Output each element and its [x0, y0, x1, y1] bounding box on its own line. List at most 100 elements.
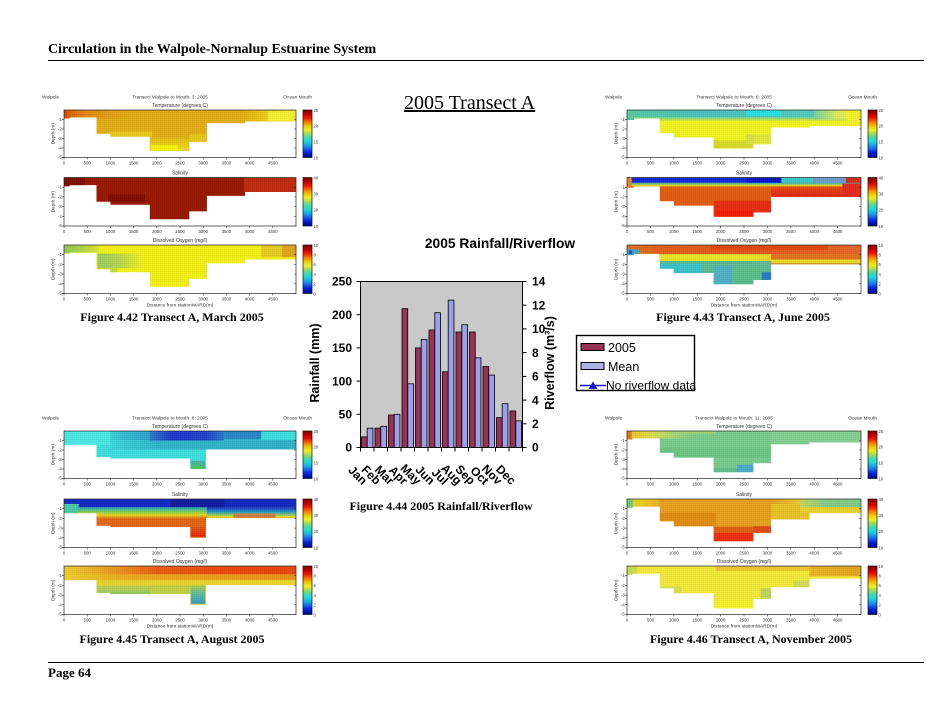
svg-text:1500: 1500	[692, 551, 702, 556]
svg-text:10: 10	[879, 545, 884, 550]
svg-text:-2: -2	[621, 194, 625, 199]
svg-text:10: 10	[314, 224, 319, 229]
svg-text:0: 0	[626, 229, 629, 234]
svg-text:-4: -4	[621, 214, 625, 219]
svg-text:-1: -1	[621, 573, 625, 578]
svg-text:500: 500	[647, 551, 655, 556]
svg-text:-1: -1	[58, 438, 62, 443]
svg-text:20: 20	[314, 529, 319, 534]
svg-text:3000: 3000	[763, 161, 773, 166]
svg-text:-1: -1	[621, 117, 625, 122]
svg-text:1000: 1000	[669, 618, 679, 623]
svg-text:1000: 1000	[669, 551, 679, 556]
svg-text:2000: 2000	[716, 229, 726, 234]
svg-text:30: 30	[879, 513, 884, 518]
svg-text:4500: 4500	[833, 551, 843, 556]
svg-text:Dissolved Oxygen (mg/l): Dissolved Oxygen (mg/l)	[153, 238, 208, 244]
svg-text:Depth (m): Depth (m)	[51, 579, 57, 601]
svg-text:-3: -3	[58, 526, 62, 531]
svg-text:Walpole: Walpole	[605, 416, 622, 422]
svg-text:4: 4	[879, 272, 882, 277]
svg-text:4500: 4500	[268, 161, 278, 166]
svg-text:10: 10	[879, 155, 884, 160]
svg-text:-3: -3	[58, 593, 62, 598]
svg-text:4000: 4000	[809, 297, 819, 302]
svg-text:-5: -5	[58, 291, 62, 296]
svg-text:0: 0	[345, 441, 352, 455]
svg-text:0: 0	[63, 551, 66, 556]
svg-text:-1: -1	[621, 185, 625, 190]
svg-text:1500: 1500	[692, 482, 702, 487]
svg-text:Depth (m): Depth (m)	[614, 258, 620, 280]
svg-text:-4: -4	[58, 281, 62, 286]
svg-text:2000: 2000	[716, 551, 726, 556]
svg-text:3500: 3500	[222, 297, 232, 302]
svg-text:1500: 1500	[129, 161, 139, 166]
svg-text:-1: -1	[58, 506, 62, 511]
svg-text:4500: 4500	[833, 618, 843, 623]
svg-text:-2: -2	[58, 516, 62, 521]
svg-text:4: 4	[879, 593, 882, 598]
svg-text:0: 0	[879, 612, 882, 617]
svg-text:Distance from stationWARD(m): Distance from stationWARD(m)	[711, 624, 778, 630]
svg-text:3500: 3500	[786, 297, 796, 302]
svg-text:4500: 4500	[833, 161, 843, 166]
svg-text:Temperature (degrees C): Temperature (degrees C)	[716, 103, 772, 109]
svg-text:10: 10	[314, 155, 319, 160]
svg-text:Distance from stationWARD(m): Distance from stationWARD(m)	[147, 624, 214, 630]
svg-text:500: 500	[647, 618, 655, 623]
svg-text:2500: 2500	[175, 482, 185, 487]
svg-text:3500: 3500	[786, 551, 796, 556]
svg-text:2000: 2000	[152, 551, 162, 556]
svg-text:0: 0	[626, 297, 629, 302]
svg-text:1000: 1000	[669, 297, 679, 302]
svg-text:500: 500	[84, 618, 92, 623]
svg-text:Salinity: Salinity	[172, 492, 189, 498]
svg-text:Depth (m): Depth (m)	[614, 123, 620, 145]
svg-text:30: 30	[314, 513, 319, 518]
svg-text:Depth (m): Depth (m)	[51, 258, 57, 280]
svg-text:3500: 3500	[786, 161, 796, 166]
svg-text:-4: -4	[621, 602, 625, 607]
svg-text:Temperature (degrees C): Temperature (degrees C)	[716, 424, 772, 430]
svg-text:8: 8	[879, 253, 882, 258]
svg-text:-2: -2	[621, 262, 625, 267]
svg-text:1000: 1000	[106, 618, 116, 623]
svg-text:2500: 2500	[175, 618, 185, 623]
svg-text:6: 6	[314, 583, 317, 588]
svg-text:4500: 4500	[833, 482, 843, 487]
svg-text:Depth (m): Depth (m)	[51, 123, 57, 145]
svg-text:-5: -5	[58, 545, 62, 550]
svg-text:500: 500	[84, 161, 92, 166]
svg-text:150: 150	[332, 341, 352, 355]
svg-text:3000: 3000	[763, 482, 773, 487]
svg-text:-3: -3	[58, 272, 62, 277]
svg-text:2: 2	[314, 603, 317, 608]
svg-text:25: 25	[879, 108, 884, 113]
svg-text:-3: -3	[58, 136, 62, 141]
svg-text:2500: 2500	[175, 551, 185, 556]
svg-text:12: 12	[532, 298, 546, 312]
svg-text:Transect Walpole to Mouth: 6:: Transect Walpole to Mouth: 6: 2005	[696, 95, 772, 101]
svg-text:10: 10	[314, 476, 319, 481]
svg-text:Ocean Mouth: Ocean Mouth	[283, 95, 312, 101]
svg-text:25: 25	[879, 429, 884, 434]
svg-text:8: 8	[532, 346, 539, 360]
svg-text:-3: -3	[621, 593, 625, 598]
svg-text:100: 100	[332, 374, 352, 388]
svg-text:-3: -3	[621, 526, 625, 531]
svg-text:3000: 3000	[198, 297, 208, 302]
svg-text:1000: 1000	[106, 482, 116, 487]
svg-text:10: 10	[879, 243, 884, 248]
svg-text:2: 2	[879, 282, 882, 287]
svg-text:1000: 1000	[669, 161, 679, 166]
svg-text:15: 15	[314, 460, 319, 465]
svg-text:6: 6	[879, 583, 882, 588]
svg-text:4500: 4500	[833, 229, 843, 234]
svg-text:10: 10	[532, 322, 546, 336]
svg-text:3000: 3000	[763, 551, 773, 556]
svg-text:-2: -2	[621, 583, 625, 588]
svg-text:1000: 1000	[106, 551, 116, 556]
svg-text:3500: 3500	[222, 551, 232, 556]
svg-text:-3: -3	[58, 204, 62, 209]
